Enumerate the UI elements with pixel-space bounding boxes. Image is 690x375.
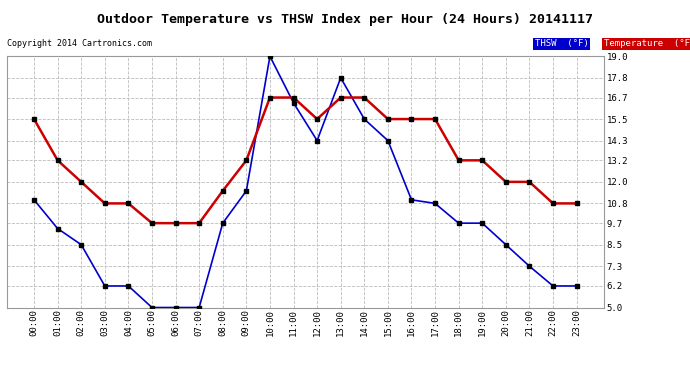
Text: Outdoor Temperature vs THSW Index per Hour (24 Hours) 20141117: Outdoor Temperature vs THSW Index per Ho… [97,13,593,26]
Text: THSW  (°F): THSW (°F) [535,39,589,48]
Text: Temperature  (°F): Temperature (°F) [604,39,690,48]
Text: Copyright 2014 Cartronics.com: Copyright 2014 Cartronics.com [7,39,152,48]
